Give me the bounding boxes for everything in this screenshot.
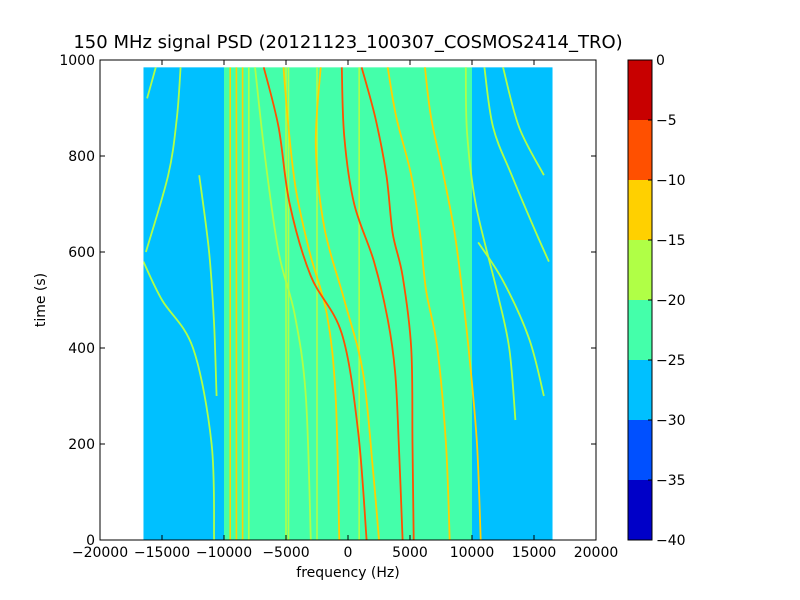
colorbar-tick-label-4: −20 [656,293,686,309]
colorbar-band-6 [628,120,652,180]
heatmap-region-2 [472,67,553,540]
heatmap-area [143,67,553,540]
axes: −20000 −15000 −10000 −5000 0 5000 10000 15000 20… [59,53,618,561]
colorbar: 0 −5 −10 −15 −20 −25 −30 −35 −40 [627,53,686,549]
colorbar-band-0 [628,480,652,540]
y-tick-label-1: 200 [68,437,95,453]
colorbar-band-5 [628,180,652,240]
doppler-trace-14 [477,241,545,397]
doppler-trace-7 [314,67,380,540]
doppler-trace-10 [386,67,451,540]
doppler-trace-5 [282,67,341,540]
colorbar-band-1 [628,420,652,480]
x-tick-label-5: 5000 [392,545,428,561]
y-axis-label: time (s) [33,273,49,327]
x-axis-label: frequency (Hz) [296,565,399,581]
doppler-trace-2 [143,261,215,540]
x-tick-label-1: −15000 [134,545,190,561]
doppler-trace-4 [254,67,312,540]
heatmap-region-1 [224,67,472,540]
x-tick-label-6: 10000 [450,545,495,561]
colorbar-band-3 [628,300,652,360]
y-tick-label-2: 400 [68,341,95,357]
colorbar-band-2 [628,360,652,420]
colorbar-tick-label-7: −35 [656,473,686,489]
colorbar-tick-label-2: −10 [656,173,686,189]
doppler-trace-9 [360,67,415,540]
colorbar-tick-label-5: −25 [656,353,686,369]
colorbar-tick-label-1: −5 [656,113,677,129]
x-tick-label-0: −20000 [72,545,128,561]
x-tick-label-7: 15000 [512,545,557,561]
doppler-trace-8 [340,67,404,540]
x-tick-label-2: −10000 [196,545,252,561]
y-tick-label-0: 0 [86,533,95,549]
doppler-trace-15 [502,67,545,176]
y-tick-label-4: 800 [68,149,95,165]
doppler-trace-12 [464,67,517,421]
x-tick-label-8: 20000 [574,545,619,561]
colorbar-band-7 [628,60,652,120]
doppler-trace-11 [424,67,482,540]
x-tick-label-3: −5000 [262,545,309,561]
colorbar-tick-label-6: −30 [656,413,686,429]
colorbar-tick-label-3: −15 [656,233,686,249]
heatmap-region-0 [143,67,224,540]
doppler-trace-3 [198,175,218,397]
colorbar-tick-label-8: −40 [656,533,686,549]
y-tick-label-5: 1000 [59,53,95,69]
x-tick-label-4: 0 [344,545,353,561]
doppler-trace-1 [145,67,182,253]
heatmap-data [143,67,553,540]
colorbar-tick-label-0: 0 [656,53,665,69]
y-tick-label-3: 600 [68,245,95,261]
doppler-trace-0 [146,67,157,99]
colorbar-band-4 [628,240,652,300]
doppler-trace-6 [262,67,368,540]
chart-title: 150 MHz signal PSD (20121123_100307_COSM… [73,32,622,53]
doppler-trace-13 [483,67,550,262]
